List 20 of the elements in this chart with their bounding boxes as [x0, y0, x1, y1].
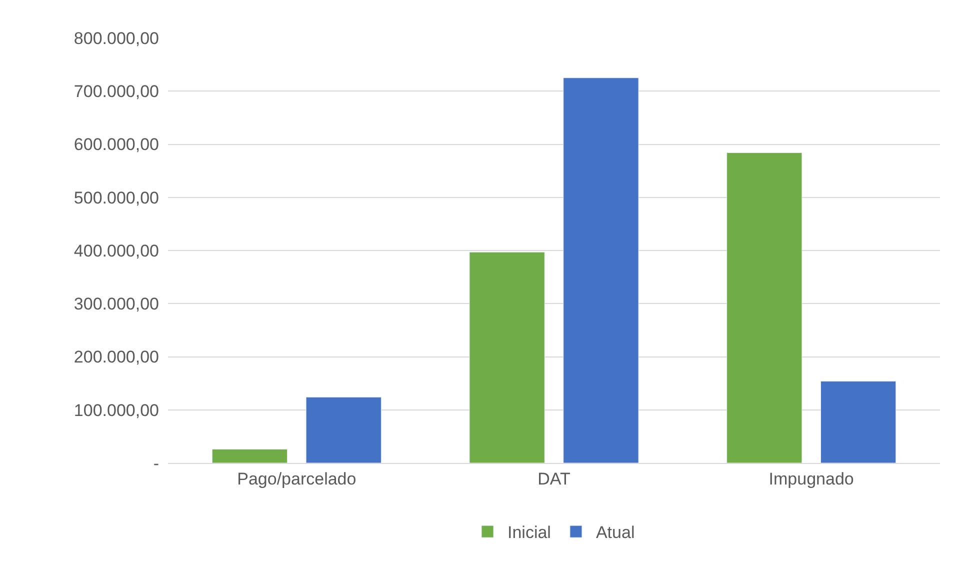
- legend-label: Atual: [596, 523, 635, 542]
- x-tick-label: Impugnado: [768, 469, 854, 488]
- y-tick-label: 200.000,00: [74, 348, 159, 367]
- bar: [212, 448, 288, 463]
- y-tick-label: 800.000,00: [74, 28, 159, 48]
- y-tick-label: 500.000,00: [74, 188, 159, 208]
- bar: [306, 396, 382, 463]
- y-tick-label: 600.000,00: [74, 135, 159, 154]
- x-tick-label: Pago/parcelado: [237, 469, 356, 488]
- bar: [820, 380, 896, 463]
- legend-label: Inicial: [508, 523, 551, 542]
- y-tick-label: 300.000,00: [74, 294, 159, 314]
- y-tick-label: 100.000,00: [74, 400, 159, 420]
- y-tick-label: -: [153, 454, 159, 473]
- bar: [563, 78, 639, 463]
- y-tick-label: 700.000,00: [74, 82, 159, 102]
- y-tick-label: 400.000,00: [74, 241, 159, 260]
- x-tick-label: DAT: [538, 469, 570, 488]
- bar: [469, 252, 545, 463]
- bar: [726, 152, 802, 463]
